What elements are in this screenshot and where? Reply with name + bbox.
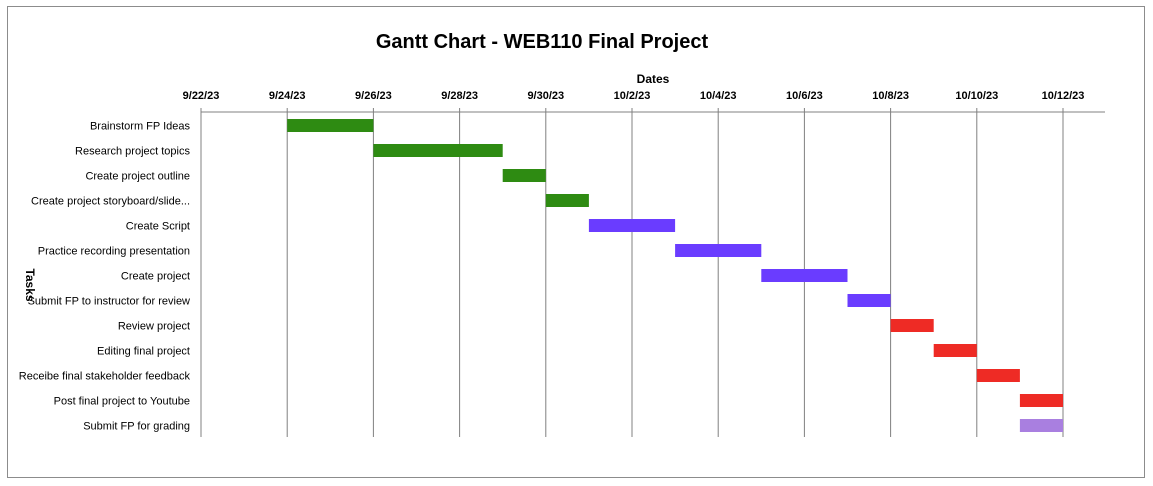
- x-tick-label: 9/30/23: [527, 90, 564, 102]
- task-label: Brainstorm FP Ideas: [90, 121, 191, 133]
- x-tick-label: 9/22/23: [183, 90, 220, 102]
- task-bar: [373, 144, 503, 157]
- task-bar: [1019, 419, 1063, 432]
- chart-title: Gantt Chart - WEB110 Final Project: [376, 31, 709, 53]
- task-label: Review project: [118, 321, 190, 333]
- task-label: Submit FP for grading: [83, 421, 190, 433]
- task-label: Create project storyboard/slide...: [31, 196, 190, 208]
- task-bar: [761, 269, 848, 282]
- grid-lines: [200, 108, 1105, 437]
- task-labels: Brainstorm FP Ideas Research project topi…: [19, 121, 191, 433]
- task-bar: [545, 194, 589, 207]
- task-bar: [890, 319, 934, 332]
- x-tick-label: 10/4/23: [700, 90, 737, 102]
- x-axis-title: Dates: [637, 72, 670, 86]
- x-tick-label: 10/6/23: [786, 90, 823, 102]
- task-bar: [847, 294, 891, 307]
- x-tick-labels: 9/22/23 9/24/23 9/26/23 9/28/23 9/30/23 10/2/…: [183, 90, 1085, 102]
- task-bar: [1019, 394, 1063, 407]
- task-bar: [976, 369, 1020, 382]
- x-tick-label: 10/2/23: [614, 90, 651, 102]
- task-label: Create Script: [126, 221, 190, 233]
- task-label: Submit FP to instructor for review: [28, 296, 190, 308]
- task-bar: [933, 344, 977, 357]
- task-bars: [287, 119, 1063, 432]
- x-tick-label: 9/24/23: [269, 90, 306, 102]
- x-tick-label: 10/10/23: [955, 90, 998, 102]
- gantt-chart: Gantt Chart - WEB110 Final Project Dates…: [19, 31, 1105, 437]
- task-label: Post final project to Youtube: [54, 396, 190, 408]
- task-bar: [588, 219, 676, 232]
- task-bar: [675, 244, 762, 257]
- task-label: Receibe final stakeholder feedback: [19, 371, 191, 383]
- chart-frame: Gantt Chart - WEB110 Final Project Dates…: [7, 6, 1145, 478]
- task-label: Research project topics: [75, 146, 190, 158]
- task-bar: [287, 119, 374, 132]
- x-tick-label: 9/28/23: [441, 90, 478, 102]
- task-bar: [502, 169, 546, 182]
- x-tick-label: 9/26/23: [355, 90, 392, 102]
- y-axis-title: Tasks: [23, 268, 37, 301]
- task-label: Create project outline: [85, 171, 190, 183]
- x-tick-label: 10/12/23: [1042, 90, 1085, 102]
- x-tick-label: 10/8/23: [872, 90, 909, 102]
- task-label: Practice recording presentation: [38, 246, 190, 258]
- task-label: Editing final project: [97, 346, 190, 358]
- task-label: Create project: [121, 271, 190, 283]
